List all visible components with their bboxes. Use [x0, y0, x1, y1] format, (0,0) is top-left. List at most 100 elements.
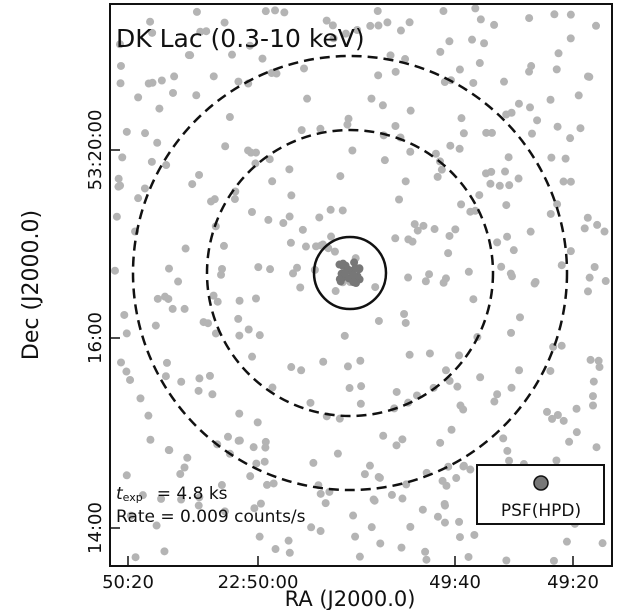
photon-event	[397, 543, 406, 552]
photon-event	[406, 106, 415, 115]
photon-event	[406, 147, 415, 156]
photon-event	[152, 521, 161, 530]
photon-event	[349, 271, 358, 280]
photon-event	[398, 435, 407, 444]
photon-event	[436, 438, 445, 447]
photon-event	[546, 95, 555, 104]
photon-event	[251, 159, 260, 168]
photon-event	[594, 356, 603, 365]
photon-event	[546, 209, 555, 218]
photon-event	[440, 518, 449, 527]
photon-event	[419, 221, 428, 230]
photon-event	[565, 437, 574, 446]
photon-event	[351, 264, 360, 273]
photon-event	[151, 321, 160, 330]
photon-event	[526, 227, 535, 236]
photon-event	[392, 441, 401, 450]
photon-event	[266, 265, 275, 274]
photon-event	[493, 390, 502, 399]
photon-event	[572, 428, 581, 437]
photon-event	[374, 71, 383, 80]
photon-event	[140, 184, 149, 193]
photon-event	[348, 146, 357, 155]
photon-event	[445, 231, 454, 240]
photon-event	[391, 67, 400, 76]
photon-event	[509, 246, 518, 255]
photon-event	[497, 262, 506, 271]
photon-event	[588, 401, 597, 410]
photon-event	[353, 25, 362, 34]
x-tick-label: 49:40	[429, 572, 481, 593]
photon-event	[297, 126, 306, 135]
photon-event	[287, 191, 296, 200]
photon-event	[254, 263, 263, 272]
photon-event	[160, 292, 169, 301]
photon-event	[157, 494, 166, 503]
photon-event	[258, 54, 267, 63]
rate-note: Rate = 0.009 counts/s	[116, 507, 306, 527]
photon-event	[546, 366, 555, 375]
photon-event	[148, 78, 157, 87]
psf-marker	[533, 475, 549, 491]
photon-event	[557, 341, 566, 350]
photon-event	[192, 91, 201, 100]
y-ticks: 53:20:00 16:00 14:00	[85, 110, 120, 554]
photon-event	[490, 20, 499, 29]
photon-event	[505, 456, 514, 465]
photon-event	[433, 172, 442, 181]
photon-event	[134, 194, 143, 203]
photon-event	[195, 374, 204, 383]
photon-event	[455, 144, 464, 153]
photon-event	[482, 128, 491, 137]
photon-event	[269, 479, 278, 488]
photon-event	[373, 6, 382, 15]
photon-event	[247, 208, 256, 217]
photon-event	[433, 512, 442, 521]
photon-event	[502, 201, 511, 210]
photon-event	[228, 50, 237, 59]
photon-event	[566, 34, 575, 43]
photon-event	[592, 21, 601, 30]
photon-event	[272, 69, 281, 78]
x-ticks: 50:20 22:50:00 49:40 49:20	[102, 556, 599, 593]
photon-event	[444, 249, 453, 258]
photon-event	[500, 77, 509, 86]
photon-event	[487, 128, 496, 137]
photon-event	[327, 232, 336, 241]
photon-event	[234, 77, 243, 86]
photon-event	[559, 416, 568, 425]
photon-event	[486, 179, 495, 188]
photon-event	[452, 474, 461, 483]
plot-frame	[109, 3, 613, 567]
photon-event	[209, 291, 218, 300]
photon-event	[502, 556, 511, 565]
photon-event	[176, 470, 185, 479]
photon-event	[410, 220, 419, 229]
photon-event	[469, 78, 478, 87]
photon-event	[114, 174, 123, 183]
photon-event	[566, 10, 575, 19]
photon-event	[445, 37, 454, 46]
photon-event	[367, 523, 376, 532]
photon-event	[234, 314, 243, 323]
photon-event	[116, 61, 125, 70]
photon-event	[116, 79, 125, 88]
photon-event	[507, 108, 516, 117]
photon-event	[527, 129, 536, 138]
photon-event	[255, 331, 264, 340]
photon-event	[126, 375, 135, 384]
photon-event	[192, 7, 201, 16]
psf-box	[476, 464, 605, 525]
photon-event	[418, 505, 427, 514]
photon-event	[260, 457, 269, 466]
photon-event	[180, 463, 189, 472]
photon-event	[253, 418, 262, 427]
exposure-note: texp = 4.8 ks	[116, 484, 228, 504]
photon-event	[211, 329, 220, 338]
photon-event	[533, 116, 542, 125]
photon-event	[168, 304, 177, 313]
photon-event	[374, 316, 383, 325]
photon-event	[436, 47, 445, 56]
x-tick-label: 49:20	[547, 572, 599, 593]
photon-event	[199, 318, 208, 327]
